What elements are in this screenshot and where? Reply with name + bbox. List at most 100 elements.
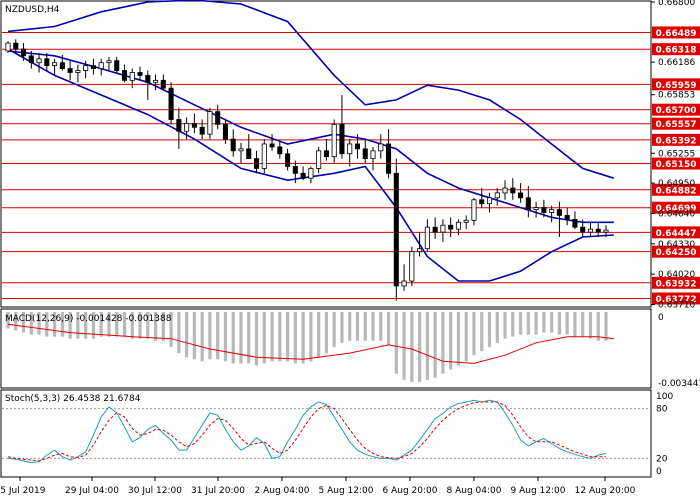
candle-bear [222, 123, 228, 140]
candle-bear [67, 68, 73, 73]
macd-tick-label: 0 [658, 313, 664, 323]
candle-bear [292, 166, 298, 174]
macd-bar [456, 312, 461, 366]
macd-bar [363, 312, 367, 341]
time-tick-label: 12 Aug 20:00 [575, 486, 636, 496]
candle-bull [129, 72, 135, 81]
level-label-bg [652, 183, 700, 196]
price-axis: 0.66800 0.66186 0.65853 0.65255 0.64950 0.646… [651, 0, 695, 311]
candle-bear [199, 126, 205, 135]
candle-bear [215, 111, 221, 125]
level-label-bg [652, 133, 700, 146]
macd-bar [185, 312, 189, 358]
candle-bear [541, 207, 547, 213]
level-label: 0.64447 [656, 229, 697, 239]
candle-bull [401, 280, 407, 287]
candle-bear [362, 148, 368, 160]
candle-bull [463, 219, 469, 223]
candle-bear [145, 75, 151, 83]
candle-bull [409, 251, 415, 282]
candle-bull [153, 79, 159, 83]
candle-bear [285, 153, 291, 167]
macd-title: MACD(12,26,9) -0.001428 -0.001388 [5, 314, 172, 324]
stoch-tick-label: 100 [656, 392, 673, 402]
candle-bear [230, 138, 236, 152]
macd-bar [192, 312, 196, 360]
macd-bars [6, 312, 614, 382]
macd-bar [285, 312, 290, 362]
price-tick-label: 0.65255 [658, 149, 695, 159]
candle-bull [207, 111, 213, 135]
candle-bear [168, 87, 174, 120]
macd-bar [76, 312, 80, 339]
level-label: 0.65150 [656, 160, 697, 170]
candle-bull [440, 224, 446, 233]
candle-bear [448, 224, 454, 230]
macd-bar [542, 312, 546, 333]
time-tick-label: 9 Aug 12:00 [511, 486, 566, 496]
stoch-panel-frame [0, 389, 652, 478]
level-label: 0.66489 [656, 29, 697, 39]
candle-bull [36, 58, 42, 64]
candle-bull [455, 221, 461, 230]
time-tick-label: 6 Aug 20:00 [383, 486, 438, 496]
candle-bear [191, 123, 197, 128]
macd-bar [386, 312, 391, 345]
candle-bear [13, 42, 19, 50]
level-label-bg [652, 103, 700, 116]
macd-bar [45, 312, 49, 337]
bollinger-upper [7, 0, 615, 179]
macd-bar [588, 312, 593, 339]
macd-bar [107, 312, 111, 337]
macd-bar [557, 312, 562, 335]
instrument-title: NZDUSD,H4 [5, 5, 60, 15]
macd-bar [208, 312, 212, 360]
price-tick-label: 0.64330 [658, 240, 695, 250]
time-tick-label: 8 Aug 04:00 [447, 486, 502, 496]
macd-bar [487, 312, 492, 347]
price-tick-label: 0.64640 [658, 209, 695, 219]
candle-bear [572, 218, 578, 228]
macd-bar [480, 312, 484, 352]
macd-bar [511, 312, 515, 337]
macd-bar [247, 312, 251, 364]
candle-bear [525, 197, 531, 210]
candle-bull [52, 62, 58, 67]
candle-bear [393, 172, 399, 287]
time-tick-label: 29 Jul 04:00 [65, 486, 119, 496]
candle-bear [323, 150, 329, 158]
level-label-bg [652, 245, 700, 258]
macd-bar [29, 312, 33, 335]
level-label: 0.64250 [656, 248, 697, 258]
candle-bull [98, 62, 104, 69]
macd-bar [14, 312, 18, 331]
candle-bull [106, 60, 112, 64]
macd-bar [340, 312, 344, 343]
candle-bull [308, 168, 314, 179]
candle-bear [121, 70, 128, 81]
macd-bar [433, 312, 437, 378]
macd-panel: 0 -0.003443 MACD(12,26,9) -0.001428 -0.00… [0, 308, 700, 389]
level-label-bg [652, 276, 700, 289]
macd-bar [239, 312, 243, 364]
stoch-panel: 100 80 20 0 Stoch(5,3,3) 26.4538 21.6784 [0, 389, 673, 478]
candle-bear [339, 123, 345, 155]
macd-bar [223, 312, 228, 362]
macd-bar [379, 312, 383, 341]
level-label: 0.65557 [656, 120, 697, 130]
macd-bar [138, 312, 142, 339]
candle-bear [269, 143, 275, 148]
main-panel: 0.66489 0.66318 0.65959 0.65700 0.65557 0.653… [0, 0, 700, 311]
candle-bear [160, 79, 166, 89]
bollinger-lower [7, 48, 614, 282]
candle-bear [90, 65, 96, 69]
candle-bear [510, 187, 516, 194]
time-tick-label: 30 Jul 12:00 [128, 486, 182, 496]
candle-bull [316, 150, 322, 169]
macd-bar [68, 312, 72, 339]
candle-bull [184, 123, 190, 132]
macd-bar [99, 312, 103, 337]
candle-bear [556, 209, 562, 216]
